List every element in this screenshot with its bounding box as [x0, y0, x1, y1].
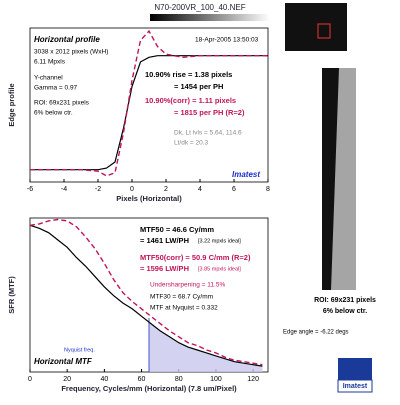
annotation: Horizontal profile: [34, 35, 100, 44]
image-thumbnail: [285, 3, 347, 51]
annotation: = 1461 LW/PH: [140, 236, 189, 245]
x-tick-label: -2: [95, 186, 101, 193]
x-tick-label: 120: [247, 376, 259, 383]
x-tick-label: 20: [63, 376, 71, 383]
x-tick-label: 2: [164, 186, 168, 193]
roi-label: ROI: 69x231 pixels: [314, 297, 376, 304]
curve: [30, 29, 268, 177]
x-axis-label: Frequency, Cycles/mm (Horizontal) (7.8 u…: [61, 384, 237, 393]
annotation: MTF at Nyquist = 0.332: [150, 305, 218, 312]
annotation: = 1454 per PH: [174, 82, 223, 91]
y-axis-label: Edge profile: [7, 83, 16, 126]
annotation: Gamma = 0.97: [34, 85, 78, 92]
x-tick-label: 4: [198, 186, 202, 193]
x-axis-label: Pixels (Horizontal): [116, 194, 182, 203]
x-tick-label: 100: [210, 376, 222, 383]
x-tick-label: 40: [100, 376, 108, 383]
annotation: MTF50(corr) = 50.9 C/mm (R=2): [140, 253, 251, 262]
annotation: ROI: 69x231 pixels: [34, 100, 90, 107]
annotation: MTF30 = 68.7 Cy/mm: [150, 294, 213, 301]
x-tick-label: -6: [27, 186, 33, 193]
annotation: Y-channel: [34, 75, 63, 82]
x-tick-label: 60: [138, 376, 146, 383]
annotation: 10.90%(corr) = 1.11 pixels: [145, 96, 236, 105]
logo-text: Imatest: [343, 383, 368, 390]
annotation: [3.22 mpxls ideal]: [198, 238, 241, 244]
roi-edge: [331, 68, 356, 290]
plot-area: [29, 27, 269, 183]
y-axis-label: SFR (MTF): [7, 276, 16, 314]
x-tick-label: 8: [266, 186, 270, 193]
x-tick-label: -4: [61, 186, 67, 193]
roi-marker: [317, 23, 331, 39]
annotation: 6% below ctr.: [34, 110, 73, 117]
annotation: MTF50 = 46.6 Cy/mm: [140, 225, 214, 234]
x-tick-label: 6: [232, 186, 236, 193]
annotation: [3.85 mpxls ideal]: [198, 266, 241, 272]
x-tick-label: 0: [28, 376, 32, 383]
annotation: Horizontal MTF: [34, 357, 93, 366]
annotation: Imatest: [232, 170, 260, 179]
curve: [29, 218, 263, 366]
window-title: N70-200VR_100_40.NEF: [154, 3, 245, 12]
roi-position: 6% below ctr.: [323, 308, 367, 315]
beyond-nyquist-area: [149, 323, 263, 372]
x-tick-label: 0: [130, 186, 134, 193]
x-tick-label: 80: [175, 376, 183, 383]
annotation: = 1815 per PH (R=2): [174, 108, 245, 117]
curve: [29, 224, 263, 367]
annotation: 3038 x 2012 pixels (WxH): [34, 49, 108, 56]
edge-angle: Edge angle = -6.22 degs: [283, 330, 349, 336]
annotation: = 1596 LW/PH: [140, 264, 189, 273]
annotation: Dk, Lt lvls = 5.64, 114.6: [174, 130, 242, 137]
annotation: 10.90% rise = 1.38 pixels: [145, 70, 232, 79]
annotation: Undersharpening = 11.5%: [150, 282, 225, 289]
annotation: 18-Apr-2005 13:50:03: [195, 37, 259, 44]
annotation: Lt/dk = 20.3: [174, 140, 209, 147]
annotation: Nyquist freq.: [64, 347, 95, 353]
gray-scale-bar: [150, 14, 270, 21]
annotation: 6.11 Mpxls: [34, 59, 66, 66]
logo-band: [337, 379, 373, 393]
